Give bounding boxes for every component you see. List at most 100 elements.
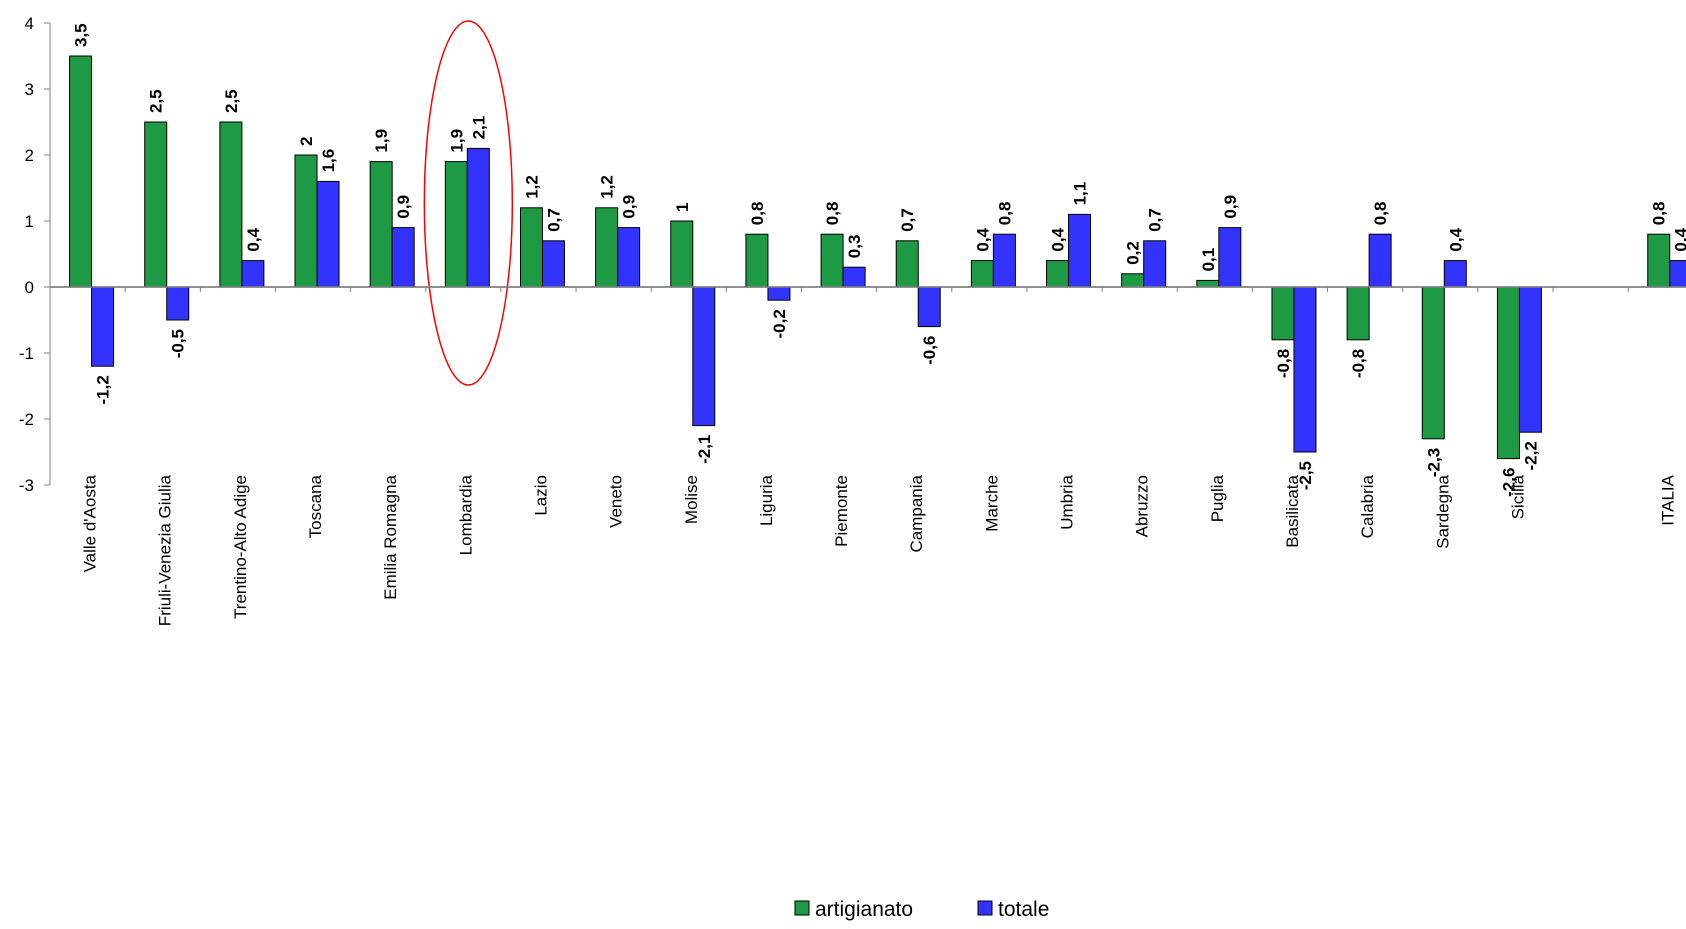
bar-totale-abruzzo [1143,240,1167,288]
bar-totale-basilicata [1293,286,1317,453]
category-label: Trentino-Alto Adige [231,475,250,619]
category-label: Lombardia [456,474,475,555]
bar-artigianato-sicilia [1496,286,1520,460]
data-label-totale: 0,8 [995,202,1014,226]
category-label: Friuli-Venezia Giulia [156,474,175,626]
data-label-artigianato: 0,8 [748,202,767,226]
data-label-totale: 0,3 [845,235,864,259]
category-labels: Valle d'Aosta Friuli-Venezia Giulia Trenti… [81,474,1678,626]
category-label: Marche [982,475,1001,532]
data-labels: 3,5-1,22,5-0,52,50,421,61,90,91,92,11,20… [72,23,1686,497]
data-label-artigianato: 2 [297,137,316,146]
category-label: Puglia [1208,474,1227,522]
legend-label-totale: totale [998,898,1049,921]
legend: artigianato totale [794,898,1049,921]
data-label-artigianato: -0,8 [1274,349,1293,378]
bar-totale-friuli-venezia-giulia [166,286,190,321]
category-label: Liguria [757,474,776,526]
bar-totale-umbria [1068,213,1092,288]
bar-artigianato-lombardia [444,161,468,288]
data-label-artigianato: -2,6 [1499,468,1518,497]
category-label: Lazio [531,475,550,516]
bar-totale-emilia-romagna [391,227,415,288]
y-tick-label: 4 [25,14,34,33]
bar-artigianato-molise [670,220,694,288]
bar-totale-sardegna [1443,260,1467,288]
data-label-totale: 1,6 [319,149,338,173]
data-label-totale: 0,7 [1146,208,1165,232]
data-label-totale: -2,5 [1296,461,1315,490]
data-label-totale: 0,9 [620,195,639,219]
bar-artigianato-emilia-romagna [369,161,393,288]
data-label-artigianato: 0,7 [898,208,917,232]
data-label-totale: -2,1 [695,435,714,464]
bar-artigianato-umbria [1046,260,1070,288]
data-label-totale: 0,8 [1371,202,1390,226]
data-label-totale: -2,2 [1521,441,1540,470]
data-label-artigianato: 1 [673,203,692,212]
data-label-artigianato: 0,2 [1124,241,1143,265]
data-label-totale: -0,5 [169,329,188,358]
bar-totale-trentino-alto-adige [241,260,265,288]
data-label-artigianato: 0,8 [1650,202,1669,226]
bar-artigianato-lazio [519,207,543,288]
category-label: Valle d'Aosta [81,474,100,572]
bar-artigianato-valle-d-aosta [69,55,93,288]
data-label-artigianato: 2,5 [222,89,241,113]
category-label: Sicilia [1508,474,1527,519]
category-label: Molise [682,475,701,524]
bar-artigianato-campania [895,240,919,288]
legend-label-artigianato: artigianato [815,898,913,921]
bar-totale-puglia [1218,227,1242,288]
data-label-totale: 0,7 [544,208,563,232]
bar-artigianato-marche [970,260,994,288]
data-label-totale: 0,4 [1672,227,1686,251]
bar-totale-veneto [617,227,641,288]
category-label: Emilia Romagna [381,474,400,599]
data-label-totale: 0,9 [394,195,413,219]
legend-swatch-totale [977,900,993,916]
y-tick-label: -3 [19,476,34,495]
category-label: Sardegna [1433,474,1452,548]
data-label-totale: 1,1 [1071,182,1090,206]
bars [69,55,1686,460]
bar-artigianato-calabria [1346,286,1370,341]
bar-artigianato-sardegna [1421,286,1445,440]
data-label-artigianato: 1,9 [447,129,466,153]
bar-totale-marche [992,233,1016,288]
data-label-artigianato: 1,2 [598,175,617,199]
data-label-totale: -0,6 [920,336,939,365]
data-label-artigianato: 0,1 [1199,248,1218,272]
data-label-artigianato: 0,4 [1049,227,1068,251]
category-label: Calabria [1358,474,1377,538]
data-label-totale: 0,9 [1221,195,1240,219]
y-tick-label: 0 [25,278,34,297]
data-label-artigianato: 1,2 [522,175,541,199]
y-tick-label: 3 [25,80,34,99]
bar-artigianato-puglia [1196,279,1220,288]
bar-totale-toscana [316,180,340,288]
bar-totale-calabria [1368,233,1392,288]
legend-swatch-artigianato [794,900,810,916]
data-label-totale: 0,4 [1446,227,1465,251]
category-label: Veneto [607,475,626,528]
category-label: Piemonte [832,475,851,547]
bar-totale-sicilia [1518,286,1542,433]
data-label-totale: -0,2 [770,309,789,338]
bar-artigianato-italia [1647,233,1671,288]
y-tick-label: -2 [19,410,34,429]
highlight-ellipse [423,20,514,386]
bar-artigianato-veneto [595,207,619,288]
bar-totale-italia [1669,260,1686,288]
bar-totale-piemonte [842,266,866,288]
bar-artigianato-abruzzo [1121,273,1145,288]
bar-totale-lombardia [466,147,490,288]
data-label-totale: 2,1 [469,116,488,140]
data-label-artigianato: 3,5 [72,23,91,47]
bar-totale-molise [692,286,716,427]
bar-totale-valle-d-aosta [91,286,115,367]
category-label: ITALIA [1659,474,1678,525]
bar-totale-lazio [541,240,565,288]
bar-totale-campania [917,286,941,328]
